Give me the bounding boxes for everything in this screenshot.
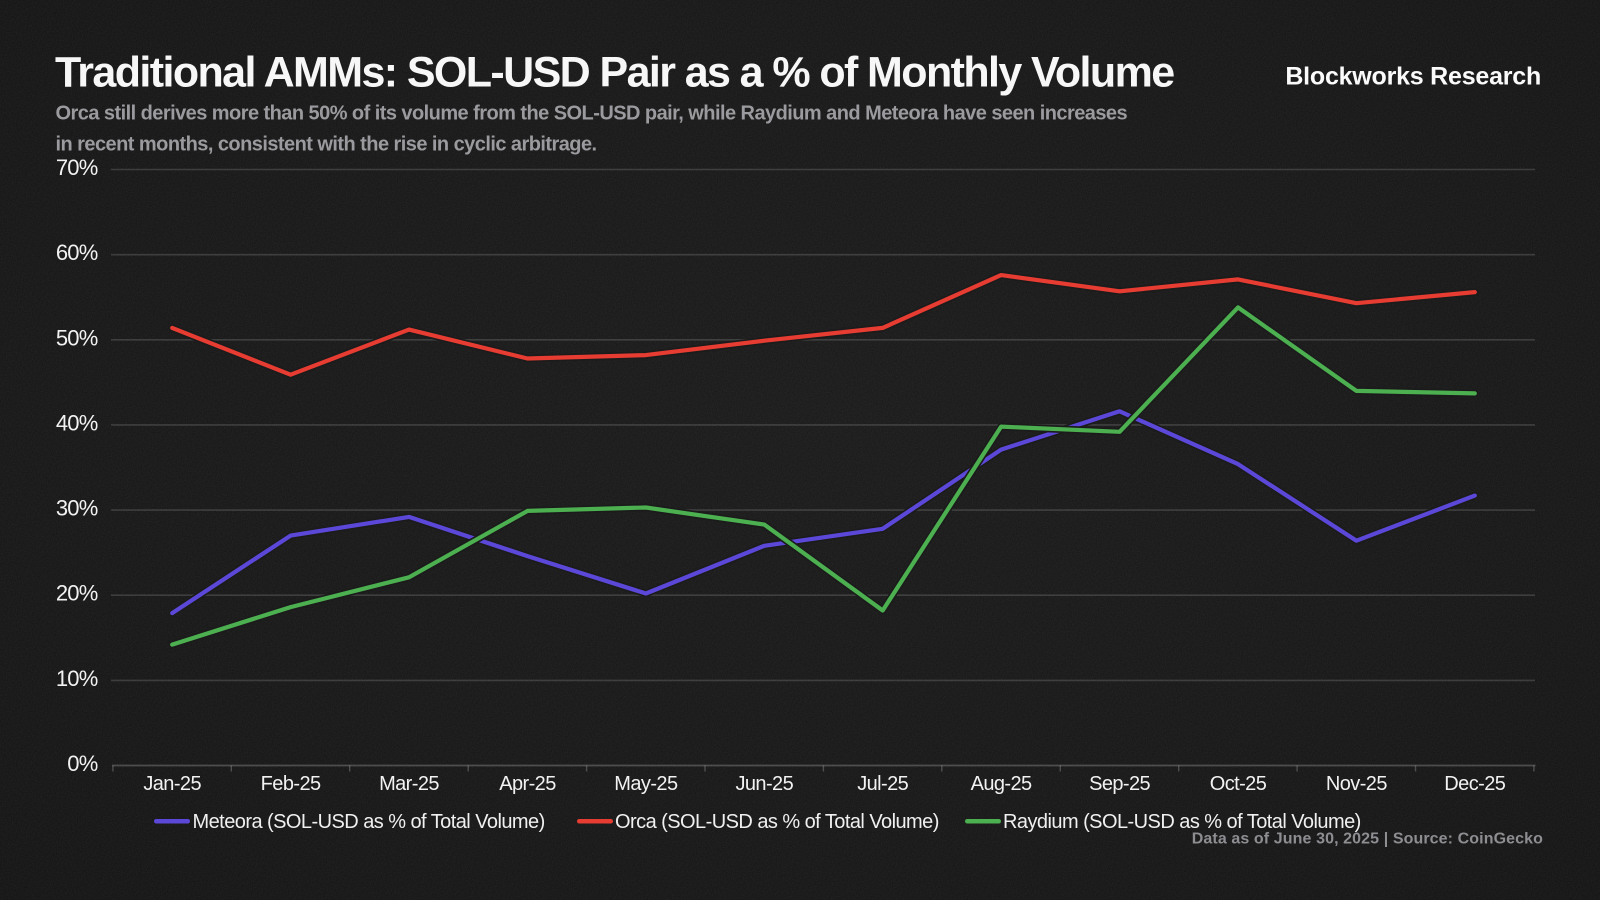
svg-text:Sep-25: Sep-25	[1089, 773, 1150, 795]
svg-text:Aug-25: Aug-25	[971, 773, 1032, 795]
svg-text:Orca still derives more than 5: Orca still derives more than 50% of its …	[56, 103, 1128, 125]
svg-text:Nov-25: Nov-25	[1326, 773, 1387, 795]
svg-text:Jul-25: Jul-25	[857, 773, 908, 795]
svg-text:Orca (SOL-USD as % of Total Vo: Orca (SOL-USD as % of Total Volume)	[615, 811, 939, 833]
svg-text:0%: 0%	[67, 751, 97, 776]
svg-text:70%: 70%	[56, 155, 98, 180]
svg-text:50%: 50%	[56, 325, 98, 350]
svg-text:Mar-25: Mar-25	[379, 773, 439, 795]
svg-text:May-25: May-25	[614, 773, 678, 795]
svg-text:Blockworks Research: Blockworks Research	[1285, 63, 1541, 91]
svg-text:Apr-25: Apr-25	[499, 773, 556, 795]
svg-text:Jun-25: Jun-25	[735, 773, 793, 795]
svg-text:20%: 20%	[56, 581, 98, 606]
svg-text:Jan-25: Jan-25	[143, 773, 201, 795]
svg-text:30%: 30%	[56, 496, 98, 521]
svg-text:Meteora (SOL-USD as % of Total: Meteora (SOL-USD as % of Total Volume)	[193, 811, 545, 833]
svg-text:Raydium (SOL-USD as % of Total: Raydium (SOL-USD as % of Total Volume)	[1003, 811, 1361, 833]
svg-text:in recent months, consistent w: in recent months, consistent with the ri…	[56, 134, 597, 156]
svg-text:Oct-25: Oct-25	[1210, 773, 1267, 795]
svg-text:10%: 10%	[56, 666, 98, 691]
svg-text:Dec-25: Dec-25	[1444, 773, 1505, 795]
svg-text:Feb-25: Feb-25	[261, 773, 321, 795]
svg-text:Data as of June 30, 2025 | Sou: Data as of June 30, 2025 | Source: CoinG…	[1192, 831, 1543, 848]
svg-text:Traditional AMMs: SOL-USD Pair: Traditional AMMs: SOL-USD Pair as a % of…	[55, 49, 1174, 97]
svg-text:60%: 60%	[56, 240, 98, 265]
svg-text:40%: 40%	[56, 410, 98, 435]
